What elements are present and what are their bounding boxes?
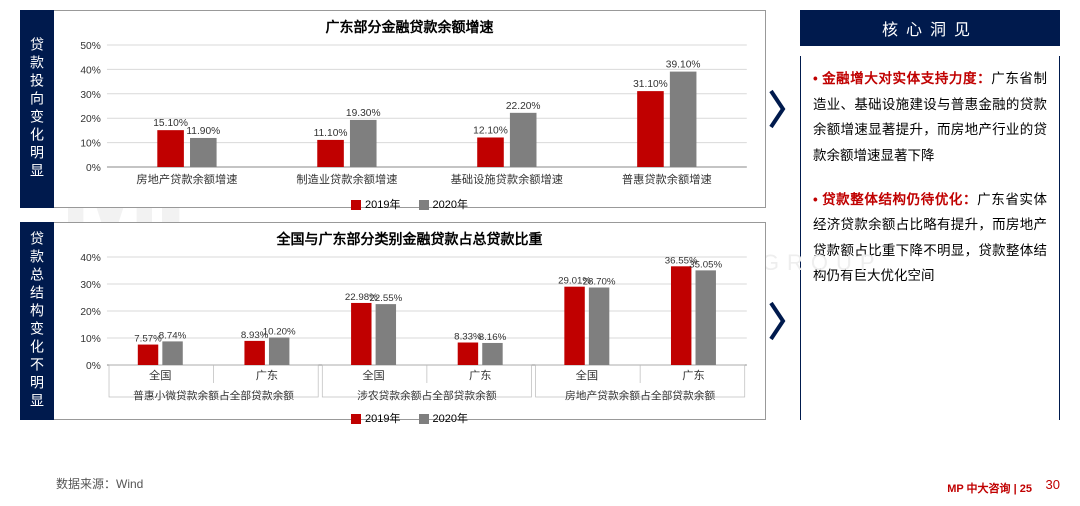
svg-text:30%: 30% bbox=[80, 90, 100, 101]
svg-text:广东: 广东 bbox=[469, 369, 491, 382]
svg-text:全国: 全国 bbox=[362, 368, 384, 382]
svg-text:11.90%: 11.90% bbox=[186, 126, 220, 137]
svg-text:50%: 50% bbox=[80, 41, 100, 52]
brand-logo: MP 中大咨询 | 25 bbox=[947, 480, 1032, 496]
svg-text:35.05%: 35.05% bbox=[689, 259, 722, 270]
svg-text:基础设施贷款余额增速: 基础设施贷款余额增速 bbox=[451, 172, 563, 186]
svg-text:广东: 广东 bbox=[682, 369, 704, 382]
chart2-svg: 0%10%20%30%40%普惠小微贷款余额占全部贷款余额7.57%8.74%全… bbox=[62, 251, 757, 403]
svg-text:11.10%: 11.10% bbox=[314, 128, 348, 139]
svg-text:普惠贷款余额增速: 普惠贷款余额增速 bbox=[622, 172, 712, 186]
chart2-legend: 2019年 2020年 bbox=[62, 410, 757, 426]
legend-item: 2019年 bbox=[351, 410, 400, 426]
insight-body: 金融增大对实体支持力度：广东省制造业、基础设施建设与普惠金融的贷款余额增速显著提… bbox=[800, 56, 1060, 420]
svg-text:22.55%: 22.55% bbox=[369, 293, 402, 304]
svg-text:15.10%: 15.10% bbox=[153, 118, 188, 129]
right-column: 核心洞见 金融增大对实体支持力度：广东省制造业、基础设施建设与普惠金融的贷款余额… bbox=[800, 10, 1060, 420]
chart1-legend: 2019年 2020年 bbox=[62, 196, 757, 212]
legend-item: 2020年 bbox=[419, 196, 468, 212]
chart1-box: 广东部分金融贷款余额增速 0% 10% 20% 30% 40% 50% 15.10%11.9… bbox=[54, 10, 766, 208]
chart1-vlabel: 贷款投向变化明显 bbox=[20, 10, 54, 208]
legend-item: 2019年 bbox=[351, 196, 400, 212]
svg-text:全国: 全国 bbox=[576, 368, 598, 382]
svg-text:22.20%: 22.20% bbox=[506, 101, 541, 112]
page-number: 30 bbox=[1046, 477, 1060, 492]
svg-text:20%: 20% bbox=[80, 307, 100, 318]
svg-text:8.16%: 8.16% bbox=[479, 332, 507, 343]
svg-text:全国: 全国 bbox=[149, 368, 171, 382]
svg-text:0%: 0% bbox=[86, 361, 101, 372]
svg-text:19.30%: 19.30% bbox=[346, 108, 381, 119]
svg-text:10.20%: 10.20% bbox=[263, 327, 296, 338]
chart2-vlabel: 贷款总结构变化不明显 bbox=[20, 222, 54, 420]
chart1-block: 贷款投向变化明显 广东部分金融贷款余额增速 0% 10% 20% 30% 40% 50% 1… bbox=[20, 10, 790, 208]
svg-text:40%: 40% bbox=[80, 65, 100, 76]
svg-text:房地产贷款余额增速: 房地产贷款余额增速 bbox=[136, 172, 237, 186]
insight-item: 金融增大对实体支持力度：广东省制造业、基础设施建设与普惠金融的贷款余额增速显著提… bbox=[813, 66, 1047, 169]
legend-item: 2020年 bbox=[419, 410, 468, 426]
svg-text:0%: 0% bbox=[86, 163, 101, 174]
svg-text:涉农贷款余额占全部贷款余额: 涉农贷款余额占全部贷款余额 bbox=[357, 389, 497, 402]
chart2-box: 全国与广东部分类别金融贷款占总贷款比重 0% 10% 20% 30% 40% 普惠小微贷款… bbox=[54, 222, 766, 420]
svg-text:39.10%: 39.10% bbox=[666, 60, 701, 71]
svg-text:28.70%: 28.70% bbox=[583, 277, 616, 288]
chart1-svg: 0% 10% 20% 30% 40% 50% 15.10%11.90% 房地产贷款余额增速 11… bbox=[62, 39, 757, 189]
chart2-title: 全国与广东部分类别金融贷款占总贷款比重 bbox=[62, 229, 757, 249]
svg-text:制造业贷款余额增速: 制造业贷款余额增速 bbox=[296, 172, 397, 186]
svg-text:广东: 广东 bbox=[256, 369, 278, 382]
insight-header: 核心洞见 bbox=[800, 10, 1060, 46]
svg-text:房地产贷款余额占全部贷款余额: 房地产贷款余额占全部贷款余额 bbox=[565, 389, 716, 402]
svg-text:20%: 20% bbox=[80, 114, 100, 125]
svg-text:10%: 10% bbox=[80, 334, 100, 345]
chart1-title: 广东部分金融贷款余额增速 bbox=[62, 17, 757, 37]
page: 贷款投向变化明显 广东部分金融贷款余额增速 0% 10% 20% 30% 40% 50% 1… bbox=[0, 0, 1080, 420]
chart2-block: 贷款总结构变化不明显 全国与广东部分类别金融贷款占总贷款比重 0% 10% 20% 3… bbox=[20, 222, 790, 420]
svg-text:12.10%: 12.10% bbox=[473, 126, 508, 137]
svg-text:31.10%: 31.10% bbox=[633, 79, 668, 90]
chevron-right-icon bbox=[766, 10, 790, 208]
svg-text:10%: 10% bbox=[80, 139, 100, 150]
svg-text:40%: 40% bbox=[80, 253, 100, 264]
source-label: 数据来源：Wind bbox=[56, 475, 143, 492]
svg-text:8.74%: 8.74% bbox=[159, 330, 187, 341]
svg-text:30%: 30% bbox=[80, 280, 100, 291]
svg-text:普惠小微贷款余额占全部贷款余额: 普惠小微贷款余额占全部贷款余额 bbox=[133, 389, 294, 402]
